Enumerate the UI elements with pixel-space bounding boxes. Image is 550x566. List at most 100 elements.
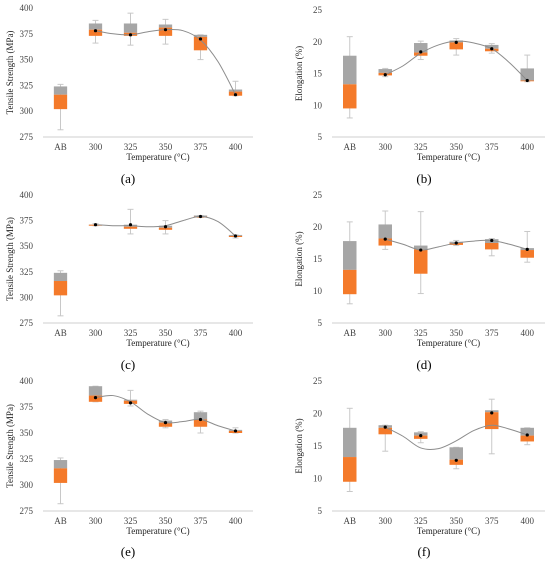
x-tick-label: 375 [194,142,208,152]
x-tick-label: 400 [521,142,535,152]
mean-dot [525,78,529,83]
box-upper-quartile [88,386,103,396]
x-tick-label: AB [54,142,67,152]
box-lower-quartile [414,249,428,274]
box-lower-quartile [158,27,173,36]
mean-dot [454,458,458,462]
y-tick-label: 20 [313,37,323,47]
box-upper-quartile [520,427,534,436]
x-tick-label: 400 [229,142,243,152]
y-tick-label: 375 [20,402,34,412]
y-tick-label: 375 [20,29,34,39]
mean-dot [525,433,529,437]
y-tick-label: 5 [318,132,323,142]
panel-label: (a) [121,171,135,186]
chart-panel: 5 10 15 20 25 AB 300 325 350 375 400 Temperature (°… [294,376,545,559]
box-upper-quartile [53,460,68,469]
mean-dot [128,401,133,405]
box-lower-quartile [520,250,534,258]
box-upper-quartile [88,23,103,30]
x-axis-label: Temperature (°C) [126,152,189,162]
y-tick-label: 25 [313,5,323,15]
x-tick-label: 350 [159,328,173,338]
box-upper-quartile [123,399,138,401]
box-lower-quartile [378,427,392,435]
y-axis-label: Tensile Strength (MPa) [5,404,15,488]
mean-dot [419,434,423,438]
box-upper-quartile [378,224,392,239]
y-tick-label: 300 [20,292,34,302]
x-tick-label: 375 [485,328,499,338]
trend-line [385,424,528,450]
mean-dot [198,37,203,41]
y-tick-label: 25 [313,190,323,200]
box-lower-quartile [485,412,499,430]
mean-dot [93,396,98,400]
mean-dot [128,223,133,227]
box-lower-quartile [193,419,208,427]
panel-label: (d) [416,357,431,372]
mean-dot [198,214,203,219]
box-lower-quartile [485,243,499,250]
x-axis-label: Temperature (°C) [417,338,480,348]
x-tick-label: AB [54,516,67,526]
box-upper-quartile [378,69,392,73]
y-tick-label: 15 [313,441,323,451]
box-upper-quartile [193,412,208,420]
x-tick-label: AB [343,516,356,526]
mean-dot [163,421,168,425]
x-tick-label: 375 [485,516,499,526]
mean-dot [383,425,387,429]
box-upper-quartile [343,55,357,85]
chart-panel: 275 300 325 350 375 400 AB 300 325 350 375 400 Tempe… [5,3,253,186]
y-axis-label: Elongation (%) [294,231,304,286]
box-lower-quartile [343,84,357,109]
x-tick-label: 375 [194,328,208,338]
mean-dot [163,28,168,32]
mean-dot [198,417,203,422]
y-axis-label: Elongation (%) [294,46,304,101]
y-tick-label: 300 [20,480,34,490]
box-upper-quartile [414,245,428,250]
panel-label: (f) [418,544,431,559]
x-tick-label: 300 [89,516,103,526]
x-tick-label: 325 [124,328,138,338]
x-tick-label: AB [54,328,67,338]
x-axis-label: Temperature (°C) [417,152,480,162]
mean-dot [233,234,238,238]
mean-dot [383,73,387,77]
mean-dot [525,247,529,251]
y-axis-label: Tensile Strength (MPa) [5,31,15,115]
mean-dot [128,33,133,37]
y-axis-label: Elongation (%) [294,418,304,473]
y-tick-label: 15 [313,69,323,79]
mean-dot [93,223,98,227]
chart-panel: 5 10 15 20 25 AB 300 325 350 375 400 Temperature (°… [294,190,545,372]
y-tick-label: 5 [318,318,323,328]
mean-dot [454,241,458,245]
x-tick-label: 375 [485,142,499,152]
y-tick-label: 400 [20,376,34,386]
box-lower-quartile [414,435,428,439]
box-lower-quartile [449,42,463,50]
box-upper-quartile [158,24,173,28]
x-tick-label: 300 [379,516,393,526]
box-lower-quartile [414,52,428,56]
y-tick-label: 275 [20,506,34,516]
x-tick-label: 325 [414,142,428,152]
mean-dot [454,40,458,44]
chart-panel: 5 10 15 20 25 AB 300 325 350 375 400 Temperature (°… [294,5,545,186]
box-lower-quartile [193,36,208,51]
y-tick-label: 10 [313,286,323,296]
x-tick-label: 325 [124,142,138,152]
y-tick-label: 350 [20,55,34,65]
y-tick-label: 25 [313,376,323,386]
mean-dot [233,429,238,433]
mean-dot [163,225,168,229]
mean-dot [490,47,494,51]
box-lower-quartile [343,457,357,482]
box-lower-quartile [53,281,68,296]
x-axis-label: Temperature (°C) [417,526,480,536]
box-upper-quartile [123,23,138,33]
